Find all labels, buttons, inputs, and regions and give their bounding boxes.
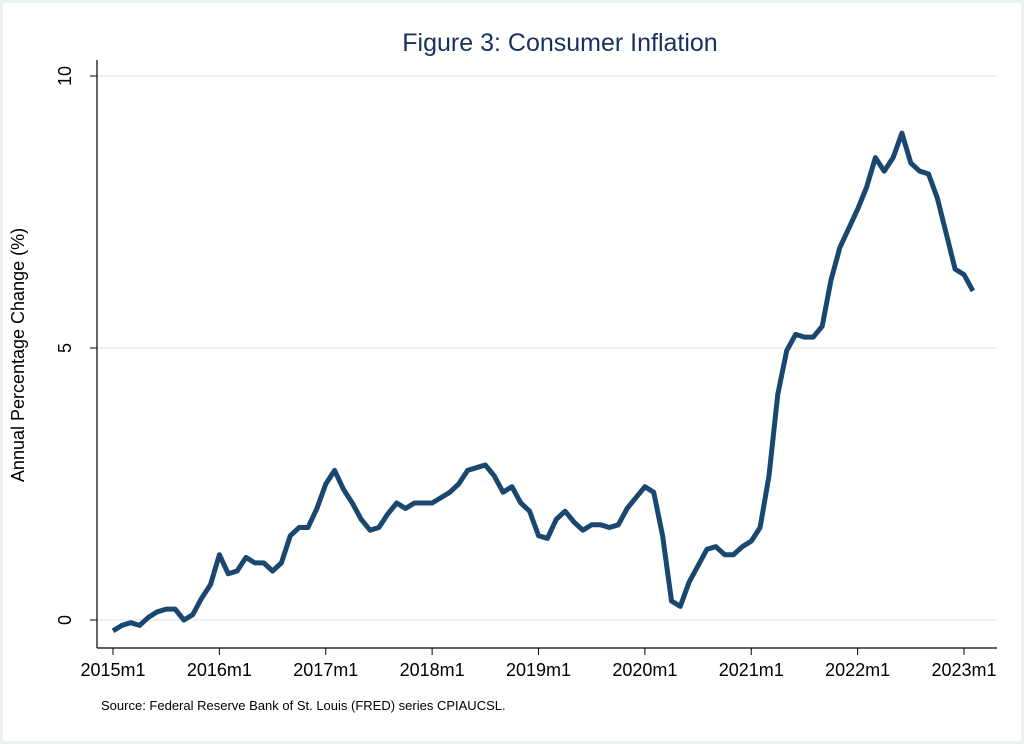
x-tick-label: 2021m1 [719, 660, 784, 680]
y-tick-label: 5 [55, 343, 75, 353]
x-tick-label: 2023m1 [931, 660, 996, 680]
y-axis-ticks: 0 5 10 [55, 66, 97, 625]
y-tick-label: 10 [55, 66, 75, 86]
source-note: Source: Federal Reserve Bank of St. Loui… [101, 698, 506, 713]
axes [96, 60, 997, 649]
y-tick-label: 0 [55, 615, 75, 625]
series-group [111, 130, 976, 634]
x-tick-label: 2018m1 [400, 660, 465, 680]
series-line [111, 130, 976, 634]
x-axis-ticks: 2015m1 2016m1 2017m1 2018m1 2019m1 2020m1 2021… [80, 648, 997, 680]
x-tick-label: 2015m1 [80, 660, 145, 680]
x-tick-label: 2022m1 [825, 660, 890, 680]
x-tick-label: 2019m1 [506, 660, 571, 680]
chart-title: Figure 3: Consumer Inflation [402, 29, 717, 57]
x-tick-label: 2020m1 [612, 660, 677, 680]
figure-frame [3, 3, 1021, 741]
x-tick-label: 2017m1 [293, 660, 358, 680]
y-axis-label: Annual Percentage Change (%) [8, 228, 28, 482]
x-tick-label: 2016m1 [187, 660, 252, 680]
gridlines [97, 75, 997, 621]
